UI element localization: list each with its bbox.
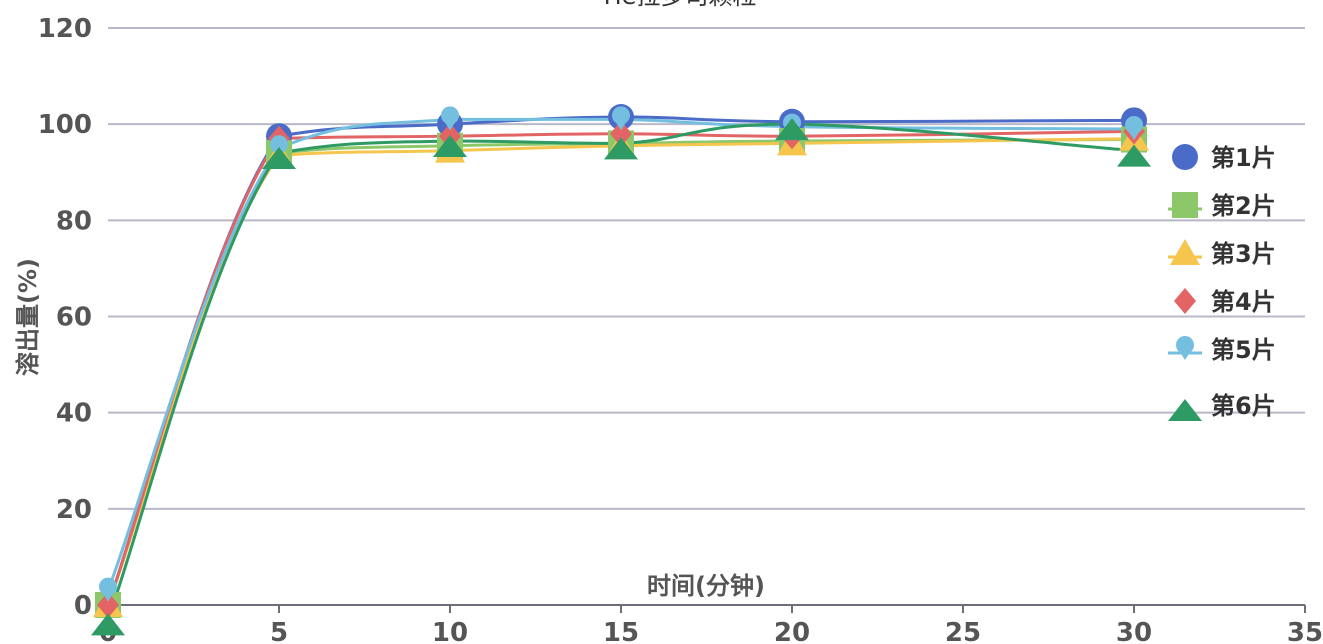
legend-label: 第5片 [1211,336,1276,364]
y-tick-label: 40 [56,399,92,429]
legend-marker [1172,192,1198,218]
x-tick-label: 20 [774,618,810,644]
data-point-series-5 [1125,115,1143,140]
legend-marker-tip [1178,349,1192,360]
legend-label: 第2片 [1211,192,1276,220]
legend-item-5: 第5片 [1168,336,1276,364]
x-tick-label: 15 [603,618,639,644]
legend-item-6: 第6片 [1168,392,1276,421]
data-point-series-5-tip [1127,128,1141,140]
chart-title: He拉多司颗粒 [604,0,757,10]
axes: 02040608010012005101520253035 [38,14,1323,644]
data-point-series-6 [91,613,125,636]
series-layer [91,103,1151,636]
data-point-series-6 [604,137,638,160]
data-point-series-6 [262,147,296,170]
legend-item-1: 第1片 [1172,144,1276,172]
grid [108,27,1305,510]
y-tick-label: 20 [56,495,92,525]
series-line-2 [106,138,1135,606]
legend-marker [1168,399,1202,421]
legend-item-3: 第3片 [1168,239,1276,268]
series-line-5 [106,117,1135,592]
legend-marker [1176,336,1194,360]
data-point-series-5-tip [614,119,628,131]
legend-item-2: 第2片 [1168,192,1276,220]
data-point-series-4 [610,120,632,147]
data-point-series-5-tip [443,119,457,131]
legend-label: 第3片 [1211,240,1276,268]
series-line-6 [106,122,1135,620]
data-point-series-4 [97,592,119,618]
x-axis-title: 时间(分钟) [647,572,765,600]
x-tick-label: 30 [1116,618,1152,644]
data-point-series-6 [433,134,467,157]
legend-label: 第1片 [1211,144,1276,172]
y-tick-label: 0 [74,591,92,621]
data-point-series-5 [612,106,630,131]
y-tick-label: 80 [56,206,92,236]
legend-item-4: 第4片 [1174,288,1276,316]
x-tick-label: 25 [945,618,981,644]
y-tick-label: 120 [38,14,92,44]
y-axis-title: 溶出量(%) [14,258,42,376]
series-line-3 [106,137,1135,606]
x-tick-label: 5 [270,618,288,644]
legend-marker [1172,144,1198,170]
legend-label: 第4片 [1211,288,1276,316]
y-tick-label: 60 [56,303,92,333]
series-line-1 [106,115,1135,606]
x-tick-label: 10 [432,618,468,644]
data-point-series-5-tip [101,590,115,602]
x-tick-label: 35 [1287,618,1323,644]
series-line-4 [106,129,1135,606]
legend-label: 第6片 [1211,392,1276,420]
data-point-series-6 [1117,144,1151,167]
legend-marker [1170,239,1200,265]
data-point-series-6 [775,118,809,141]
data-point-series-5 [99,577,117,602]
data-point-series-5 [441,106,459,131]
y-tick-label: 100 [38,110,92,140]
legend-marker [1174,288,1196,314]
